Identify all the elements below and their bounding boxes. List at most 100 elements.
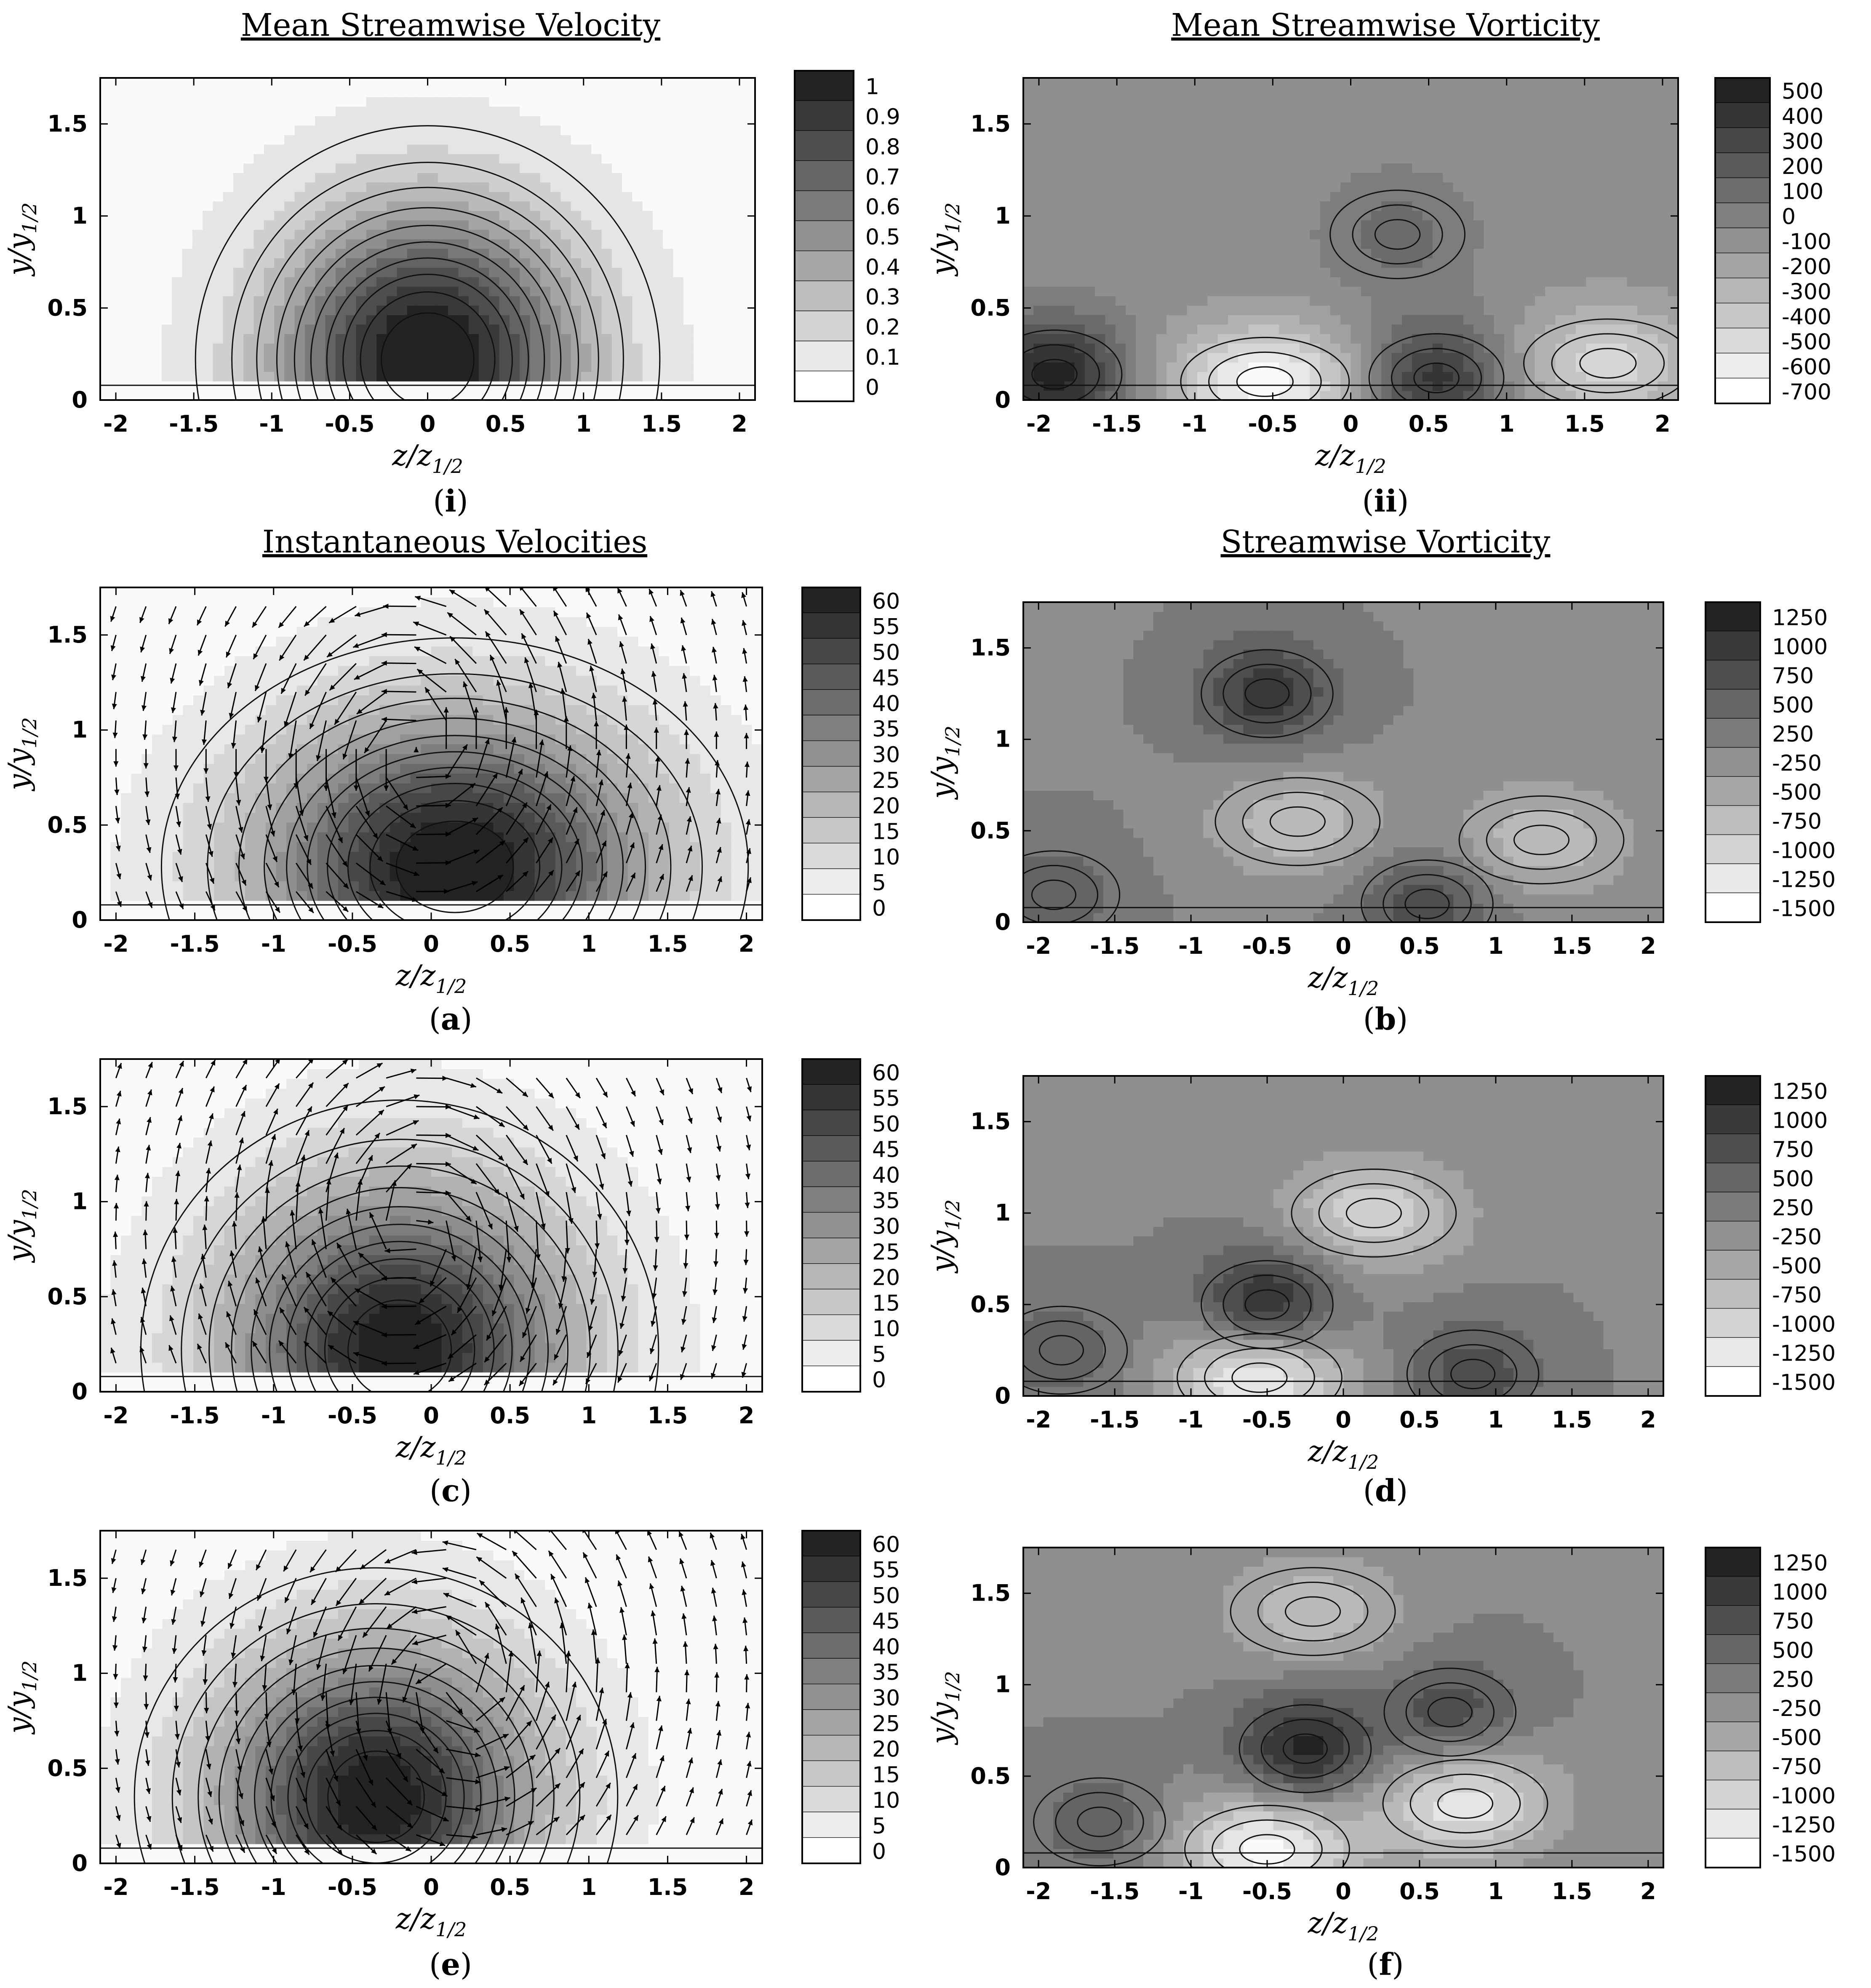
contour-field [100, 78, 755, 400]
colorbar-swatch [802, 587, 860, 614]
colorbar-swatch [1706, 806, 1760, 835]
colorbar-swatch [1706, 1192, 1760, 1222]
velocity-vectors [110, 1059, 752, 1387]
colorbar-swatch [1706, 718, 1760, 748]
y-tick-label: 1.5 [47, 622, 88, 648]
colorbar-swatch [802, 1607, 860, 1633]
x-tick-label: 2 [1640, 933, 1656, 959]
colorbar-level-label: -1500 [1772, 1842, 1836, 1867]
x-tick-label: 1.5 [648, 1874, 688, 1900]
colorbar-swatch [1715, 378, 1770, 404]
x-tick-label: -0.5 [328, 1402, 377, 1429]
colorbar-level-label: 1000 [1772, 635, 1828, 660]
x-tick-label: 1 [1488, 1878, 1504, 1905]
colorbar-swatch [802, 1084, 860, 1111]
y-tick-label: 0 [995, 1382, 1011, 1409]
colorbar-swatch [1706, 1809, 1760, 1839]
x-tick-label: 0 [423, 1402, 439, 1429]
colorbar-swatch [802, 1340, 860, 1366]
colorbar-level-label: 0.5 [865, 225, 900, 250]
y-tick-label: 1 [72, 1660, 88, 1686]
colorbar-swatch [795, 161, 854, 191]
y-tick-label: 0 [995, 909, 1011, 935]
x-tick-label: -1.5 [1092, 411, 1142, 437]
y-axis-label: y/y1/2 [926, 726, 964, 800]
colorbar-swatch [1706, 689, 1760, 719]
colorbar-level-label: -500 [1782, 329, 1831, 355]
x-tick-label: 1 [581, 931, 597, 957]
colorbar-level-label: -1500 [1772, 897, 1836, 922]
colorbar-level-label: 5 [872, 1814, 886, 1839]
y-tick-label: 1 [995, 1200, 1011, 1226]
y-tick-label: 0.5 [970, 1763, 1011, 1789]
colorbar-level-label: -100 [1782, 229, 1831, 255]
colorbar-level-label: 250 [1772, 722, 1814, 747]
colorbar-swatch [802, 1838, 860, 1864]
colorbar-swatch [1706, 1308, 1760, 1338]
x-tick-label: 0.5 [490, 1402, 530, 1429]
x-tick-label: 1.5 [641, 411, 682, 437]
y-tick-label: 0.5 [47, 1755, 88, 1781]
colorbar: 5004003002001000-100-200-300-400-500-600… [1714, 77, 1831, 405]
y-tick-label: 0.5 [970, 817, 1011, 844]
colorbar-swatch [802, 766, 860, 793]
colorbar-level-label: 20 [872, 1265, 900, 1291]
y-tick-label: 0 [995, 387, 1011, 413]
colorbar-swatch [802, 741, 860, 767]
colorbar-level-label: 0 [865, 375, 879, 400]
colorbar-swatch [802, 638, 860, 664]
x-tick-label: -1.5 [169, 411, 219, 437]
contour-field [100, 1059, 762, 1392]
colorbar-level-label: 100 [1782, 179, 1823, 205]
x-tick-label: -2 [103, 1402, 128, 1429]
colorbar-level-label: 60 [872, 1532, 900, 1557]
x-axis-label: z/z1/2 [1315, 439, 1386, 478]
colorbar-swatch [802, 1212, 860, 1238]
x-tick-label: -1.5 [170, 931, 220, 957]
x-tick-label: -1 [1182, 411, 1207, 437]
colorbar-swatch [802, 792, 860, 818]
x-tick-label: 1 [576, 411, 592, 437]
colorbar-level-label: -250 [1772, 1696, 1822, 1721]
x-tick-label: 1 [1499, 411, 1515, 437]
colorbar-level-label: 45 [872, 1609, 900, 1634]
colorbar-swatch [1706, 1606, 1760, 1635]
colorbar-level-label: 60 [872, 1060, 900, 1086]
contour-field [100, 1531, 762, 1863]
colorbar-level-label: 60 [872, 589, 900, 614]
colorbar-level-label: 0.3 [865, 285, 900, 310]
colorbar-level-label: 500 [1772, 693, 1814, 718]
colorbar-swatch [802, 1531, 860, 1557]
velocity-vectors [110, 587, 752, 913]
panel-label: (c) [430, 1473, 472, 1508]
colorbar-level-label: 15 [872, 819, 900, 844]
colorbar-level-label: 55 [872, 1086, 900, 1111]
colorbar-level-label: -1500 [1772, 1370, 1836, 1396]
x-tick-label: -1.5 [170, 1402, 220, 1429]
colorbar-level-label: 20 [872, 1737, 900, 1762]
colorbar-level-label: 1250 [1772, 1551, 1828, 1576]
colorbar-level-label: 40 [872, 691, 900, 717]
colorbar-swatch [802, 869, 860, 895]
colorbar: 1 0.9 0.8 0.7 0.6 0.5 0.4 0.3 0.2 0.1 0 [794, 70, 900, 402]
colorbar-level-label: 50 [872, 640, 900, 665]
colorbar-swatch [1706, 1105, 1760, 1134]
contour-field [1023, 78, 1678, 400]
y-tick-label: 1.5 [970, 1108, 1011, 1135]
colorbar-swatch [795, 71, 854, 101]
colorbar-swatch [802, 1735, 860, 1761]
colorbar-swatch [1706, 1751, 1760, 1781]
y-tick-label: 1 [995, 203, 1011, 229]
x-tick-label: -1 [1178, 933, 1204, 959]
colorbar-swatch [802, 1556, 860, 1582]
colorbar-swatch [802, 1786, 860, 1812]
x-tick-label: -0.5 [1242, 1406, 1292, 1433]
colorbar-level-label: 1250 [1772, 1079, 1828, 1105]
x-tick-label: -0.5 [1242, 1878, 1292, 1905]
x-tick-label: 0 [423, 931, 439, 957]
colorbar-level-label: 40 [872, 1163, 900, 1188]
colorbar-level-label: -500 [1772, 780, 1822, 805]
colorbar-swatch [795, 131, 854, 161]
colorbar-swatch [1706, 1076, 1760, 1105]
colorbar-level-label: 50 [872, 1583, 900, 1609]
